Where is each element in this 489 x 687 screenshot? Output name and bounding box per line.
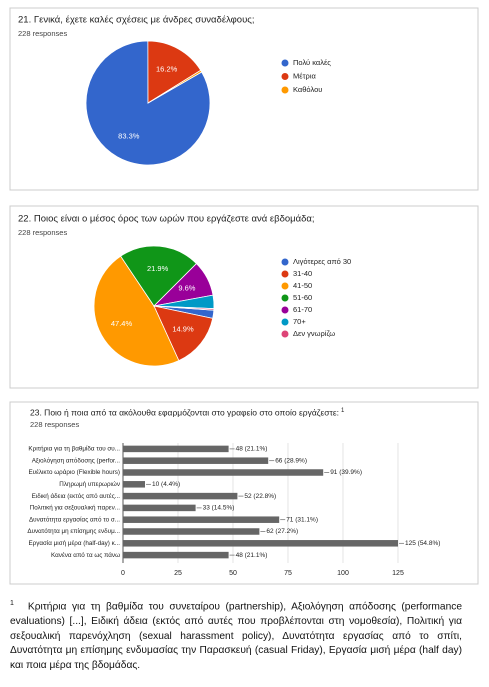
slice-label: 83.3% bbox=[118, 131, 140, 140]
slice-label: 14.9% bbox=[172, 324, 194, 333]
bar-label: 48 (21.1%) bbox=[236, 552, 268, 559]
y-tick-label: Δυνατότητα εργασίας από το σ... bbox=[29, 515, 120, 523]
slice-label: 21.9% bbox=[147, 264, 169, 273]
pie-slice bbox=[153, 305, 214, 362]
pie-slice bbox=[153, 305, 215, 311]
bar bbox=[123, 528, 260, 535]
legend-label: Λιγότερες από 30 bbox=[293, 257, 351, 266]
bar bbox=[123, 481, 145, 488]
legend-swatch bbox=[281, 270, 289, 278]
title-note: 1 bbox=[341, 408, 345, 414]
x-tick-label: 50 bbox=[229, 570, 237, 577]
footnote-text: Κριτήρια για τη βαθμίδα του συνεταίρου (… bbox=[10, 601, 462, 671]
slice-label: 16.2% bbox=[156, 64, 178, 73]
y-tick-label: Πληρωμή υπερωριών bbox=[59, 480, 120, 488]
bar bbox=[123, 516, 280, 523]
y-tick-label: Δυνατότητα μη επίσημης ενδυμ... bbox=[27, 527, 120, 535]
footnote: 1 Κριτήρια για τη βαθμίδα του συνεταίρου … bbox=[10, 597, 462, 673]
slice-label: 47.4% bbox=[111, 319, 133, 328]
charts: 21. Γενικά, έχετε καλές σχέσεις με άνδρε… bbox=[9, 7, 479, 585]
bar-label: 125 (54.8%) bbox=[405, 540, 440, 547]
x-tick-label: 25 bbox=[174, 570, 182, 577]
legend-label: 51-60 bbox=[293, 293, 312, 302]
chart-title: 21. Γενικά, έχετε καλές σχέσεις με άνδρε… bbox=[18, 15, 255, 26]
y-tick-label: Κριτήρια για τη βαθμίδα του συ... bbox=[28, 445, 120, 453]
legend-swatch bbox=[281, 330, 289, 338]
legend-swatch bbox=[281, 59, 289, 67]
chart-title: 23. Ποιο ή ποια από τα ακόλουθα εφαρμόζο… bbox=[30, 407, 345, 417]
legend-swatch bbox=[281, 318, 289, 326]
x-tick-label: 100 bbox=[337, 570, 349, 577]
bar-label: 66 (28.9%) bbox=[275, 457, 307, 464]
bar-label: 10 (4.4%) bbox=[152, 481, 180, 488]
y-tick-label: Κανένα από τα ως πάνω bbox=[51, 551, 120, 559]
legend-swatch bbox=[281, 282, 289, 290]
slice-label: 9.6% bbox=[178, 284, 195, 293]
legend-swatch bbox=[281, 258, 289, 266]
legend-label: Δεν γνωρίζω bbox=[293, 329, 335, 338]
bar bbox=[123, 445, 229, 453]
bar bbox=[123, 551, 229, 559]
legend-label: Μέτρια bbox=[293, 71, 316, 80]
footnote-marker: 1 bbox=[10, 600, 14, 607]
pie-slice bbox=[147, 69, 203, 104]
y-tick-label: Ευέλικτο ωράριο (Flexible hours) bbox=[28, 468, 120, 476]
x-tick-label: 0 bbox=[121, 570, 125, 577]
x-tick-label: 125 bbox=[392, 570, 404, 577]
y-tick-label: Εργασία μισή μέρα (half-day) κ... bbox=[28, 539, 120, 547]
bar-label: 48 (21.1%) bbox=[236, 446, 268, 453]
chart-card bbox=[9, 205, 479, 389]
pie-slice bbox=[147, 40, 202, 104]
chart-card bbox=[9, 7, 479, 191]
bar bbox=[123, 540, 398, 547]
bar-label: 52 (22.8%) bbox=[244, 493, 276, 500]
bar bbox=[123, 457, 269, 464]
legend-label: 31-40 bbox=[293, 269, 312, 278]
y-tick-label: Αξιολόγηση απόδοσης (perfor... bbox=[32, 456, 121, 464]
bar-label: 91 (39.9%) bbox=[330, 469, 362, 476]
chart-subtitle: 228 responses bbox=[30, 420, 79, 429]
y-tick-label: Ειδική άδεια (εκτός από αυτές... bbox=[32, 492, 121, 500]
chart-subtitle: 228 responses bbox=[18, 29, 67, 38]
chart-card bbox=[9, 401, 479, 585]
bar bbox=[123, 504, 196, 512]
bar-label: 33 (14.5%) bbox=[203, 505, 235, 512]
legend-label: Καθόλου bbox=[293, 85, 322, 94]
legend-label: 41-50 bbox=[293, 281, 312, 290]
bar-label: 62 (27.2%) bbox=[266, 528, 298, 535]
legend-label: 61-70 bbox=[293, 305, 312, 314]
bar bbox=[123, 492, 238, 500]
y-tick-label: Πολιτική για σεξουαλική παρεν... bbox=[30, 505, 121, 512]
legend-swatch bbox=[281, 306, 289, 314]
bar bbox=[123, 469, 324, 476]
x-tick-label: 75 bbox=[284, 570, 292, 577]
legend-label: 70+ bbox=[293, 317, 306, 326]
pie-slice bbox=[93, 255, 180, 367]
chart-subtitle: 228 responses bbox=[18, 228, 67, 237]
chart-title: 22. Ποιος είναι ο μέσος όρος των ωρών πο… bbox=[18, 214, 315, 225]
bar-label: 71 (31.1%) bbox=[286, 516, 318, 523]
pie-slice bbox=[120, 245, 198, 307]
legend-swatch bbox=[281, 73, 289, 80]
legend-label: Πολύ καλές bbox=[293, 58, 331, 67]
legend-swatch bbox=[281, 294, 289, 302]
legend-swatch bbox=[281, 86, 289, 94]
